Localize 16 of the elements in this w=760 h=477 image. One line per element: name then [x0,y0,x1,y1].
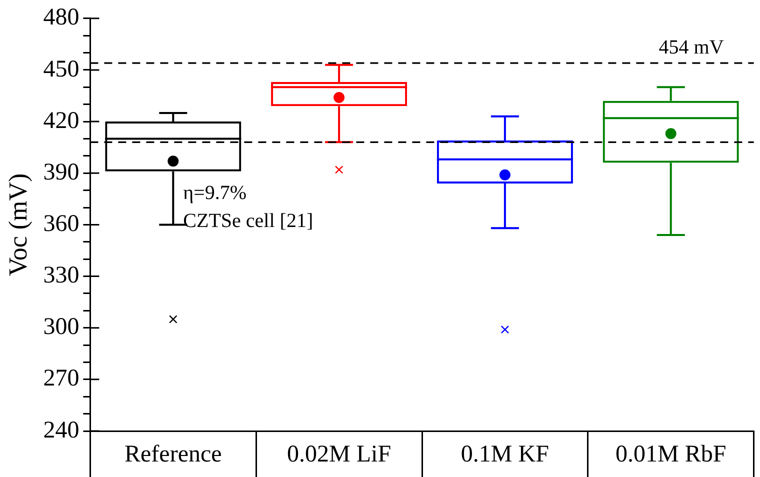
y-tick-label: 480 [43,4,80,31]
y-tick-label: 270 [43,366,80,392]
annotation: η=9.7% CZTSe cell [21] [183,182,314,232]
y-tick-label: 330 [43,262,80,289]
y-axis-title: Voc (mV) [3,173,32,276]
y-tick-label: 360 [43,210,80,237]
ref-line-label: 454 mV [658,36,724,58]
y-tick-label: 240 [43,417,80,444]
x-tick-label: 0.1M KF [460,441,549,468]
y-tick-label: 390 [43,159,80,186]
x-tick-label: 0.01M RbF [616,441,726,468]
y-tick-label: 450 [43,56,80,82]
x-tick-label: Reference [124,441,222,468]
y-tick-label: 300 [43,314,80,340]
y-tick-label: 420 [43,108,80,134]
x-tick-label: 0.02M LiF [287,441,392,468]
